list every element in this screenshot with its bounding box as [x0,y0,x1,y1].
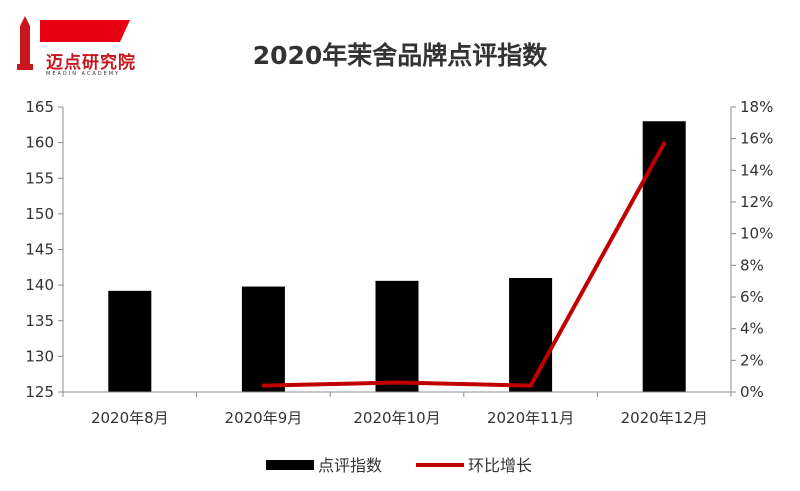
left-tick-label: 145 [25,241,54,259]
right-tick-label: 4% [740,320,764,338]
left-tick-label: 140 [25,276,54,294]
right-axis-ticks: 0% 2% 4% 6% 8% 10% 12% 14% 16% 18% [731,98,773,401]
left-tick-label: 135 [25,312,54,330]
right-tick-label: 6% [740,288,764,306]
line-point-3 [395,380,399,385]
bar-4 [509,278,553,392]
bar-5 [642,121,686,392]
x-tick-label: 2020年8月 [91,409,169,427]
line-point-4 [528,383,533,388]
logo-subtext: MEADIN ACADEMY [46,71,121,77]
legend: 点评指数 环比增长 [266,456,532,475]
left-tick-label: 125 [25,383,54,401]
brand-logo: 迈点研究院 MEADIN ACADEMY [8,6,138,77]
right-tick-label: 2% [740,351,764,369]
left-tick-label: 150 [25,205,54,223]
bar-3 [375,280,419,392]
right-tick-label: 14% [740,161,773,179]
left-tick-label: 160 [25,134,54,152]
line-series-path [263,142,666,388]
left-tick-label: 130 [25,347,54,365]
legend-label-line: 环比增长 [468,456,532,475]
right-tick-label: 12% [740,193,773,211]
legend-label-bar: 点评指数 [318,456,382,475]
x-tick-label: 2020年10月 [353,409,440,427]
x-tick-label: 2020年11月 [487,409,574,427]
right-tick-label: 16% [740,130,773,148]
logo-text: 迈点研究院 [46,53,136,73]
line-point-2 [261,383,266,388]
right-tick-label: 8% [740,256,764,274]
right-tick-label: 0% [740,383,764,401]
logo-tower-icon [20,26,30,70]
right-tick-label: 10% [740,225,773,243]
bar-series [108,121,686,392]
chart-title: 2020年茉舍品牌点评指数 [252,41,548,70]
line-point-5 [662,141,667,146]
line-series-group [261,141,667,388]
left-axis-ticks: 125 130 135 140 145 150 155 160 165 [25,98,63,401]
bar-2 [241,286,285,392]
left-tick-label: 155 [25,169,54,187]
x-tick-label: 2020年12月 [621,409,708,427]
right-tick-label: 18% [740,98,773,116]
x-axis-ticks: 2020年8月 2020年9月 2020年10月 2020年11月 2020年12月 [62,392,732,427]
logo-banner-shape [40,20,130,42]
bar-1 [108,290,152,392]
left-tick-label: 165 [25,98,54,116]
legend-swatch-bar [266,460,314,470]
x-tick-label: 2020年9月 [225,409,303,427]
